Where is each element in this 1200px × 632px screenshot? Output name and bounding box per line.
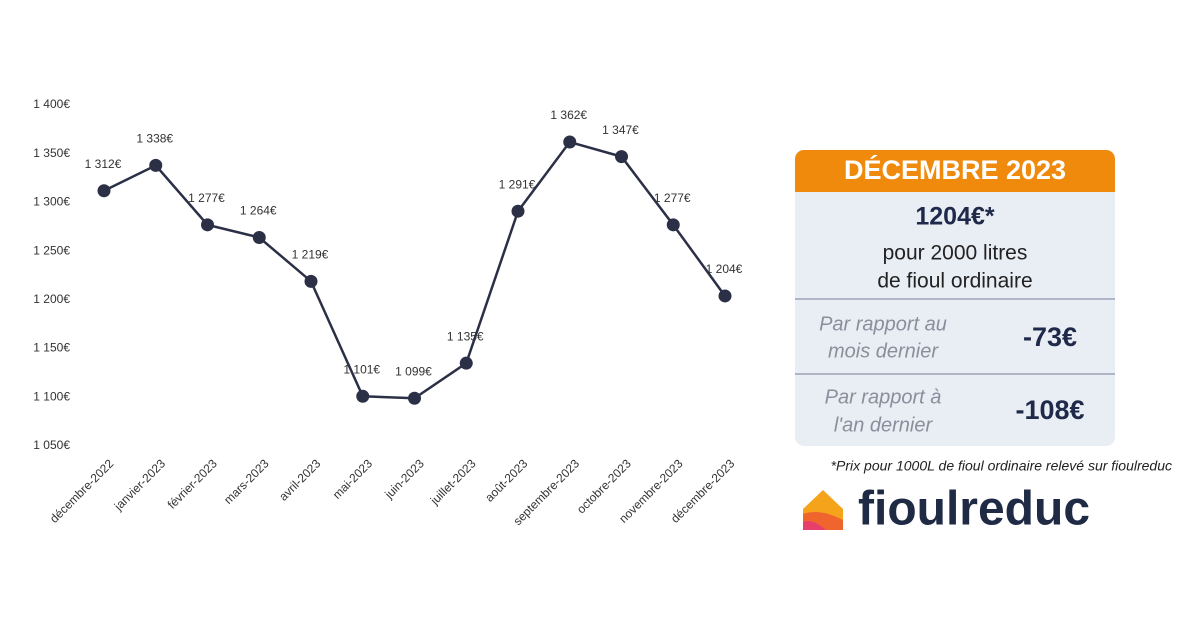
row-label: l'an dernier xyxy=(834,414,934,436)
point xyxy=(511,204,525,218)
point xyxy=(615,150,628,164)
y-tick-label: 1 250€ xyxy=(33,243,70,257)
value-label: 1 101€ xyxy=(343,362,380,376)
value-label: 1 099€ xyxy=(395,364,432,378)
panel xyxy=(795,150,1115,446)
x-tick-label: août-2023 xyxy=(482,456,530,504)
value-label: 1 277€ xyxy=(188,191,225,205)
y-tick-label: 1 050€ xyxy=(33,438,70,452)
value-label: 1 204€ xyxy=(706,262,743,276)
y-tick-label: 1 400€ xyxy=(33,97,70,111)
panel-desc: de fioul ordinaire xyxy=(877,270,1032,293)
value-label: 1 312€ xyxy=(85,157,122,171)
y-tick-label: 1 200€ xyxy=(33,292,70,306)
panel-price: 1204€* xyxy=(915,203,995,231)
point xyxy=(356,389,370,403)
y-tick-label: 1 150€ xyxy=(33,341,70,355)
point xyxy=(718,289,732,303)
x-tick-label: avril-2023 xyxy=(276,456,323,503)
logo-icon xyxy=(803,490,843,530)
row-label: mois dernier xyxy=(828,340,939,362)
panel-title: DÉCEMBRE 2023 xyxy=(844,154,1066,185)
point xyxy=(97,184,111,198)
point xyxy=(459,356,473,370)
value-label: 1 362€ xyxy=(550,108,587,122)
panel-header xyxy=(795,150,1115,192)
x-tick-label: mai-2023 xyxy=(330,456,376,502)
value-label: 1 347€ xyxy=(602,123,639,137)
line xyxy=(103,140,727,400)
logo-text: fioulreduc xyxy=(858,483,1090,536)
value-label: 1 291€ xyxy=(499,177,536,191)
x-tick-label: janvier-2023 xyxy=(111,456,169,514)
x-tick-label: février-2023 xyxy=(165,456,220,511)
value-label: 1 277€ xyxy=(654,191,691,205)
row-value: -108€ xyxy=(1015,395,1084,425)
point xyxy=(408,391,421,405)
point xyxy=(563,135,577,149)
row-label: Par rapport à xyxy=(825,386,942,408)
value-label: 1 219€ xyxy=(292,248,329,262)
value-label: 1 338€ xyxy=(136,132,173,146)
x-tick-label: juillet-2023 xyxy=(427,456,479,508)
point xyxy=(149,158,163,172)
value-label: 1 135€ xyxy=(447,329,484,343)
x-tick-label: mars-2023 xyxy=(221,456,272,507)
y-tick-label: 1 100€ xyxy=(33,389,70,403)
point xyxy=(304,274,318,288)
y-tick-label: 1 300€ xyxy=(33,195,70,209)
row-label: Par rapport au xyxy=(819,313,947,335)
x-tick-label: décembre-2022 xyxy=(47,456,117,526)
footnote: *Prix pour 1000L de fioul ordinaire rele… xyxy=(831,458,1172,474)
y-tick-label: 1 350€ xyxy=(33,146,70,160)
row-value: -73€ xyxy=(1023,322,1077,352)
point xyxy=(252,231,266,245)
panel-desc: pour 2000 litres xyxy=(883,242,1028,265)
point xyxy=(666,218,680,232)
x-tick-label: juin-2023 xyxy=(381,456,427,502)
value-label: 1 264€ xyxy=(240,204,277,218)
point xyxy=(201,218,214,232)
